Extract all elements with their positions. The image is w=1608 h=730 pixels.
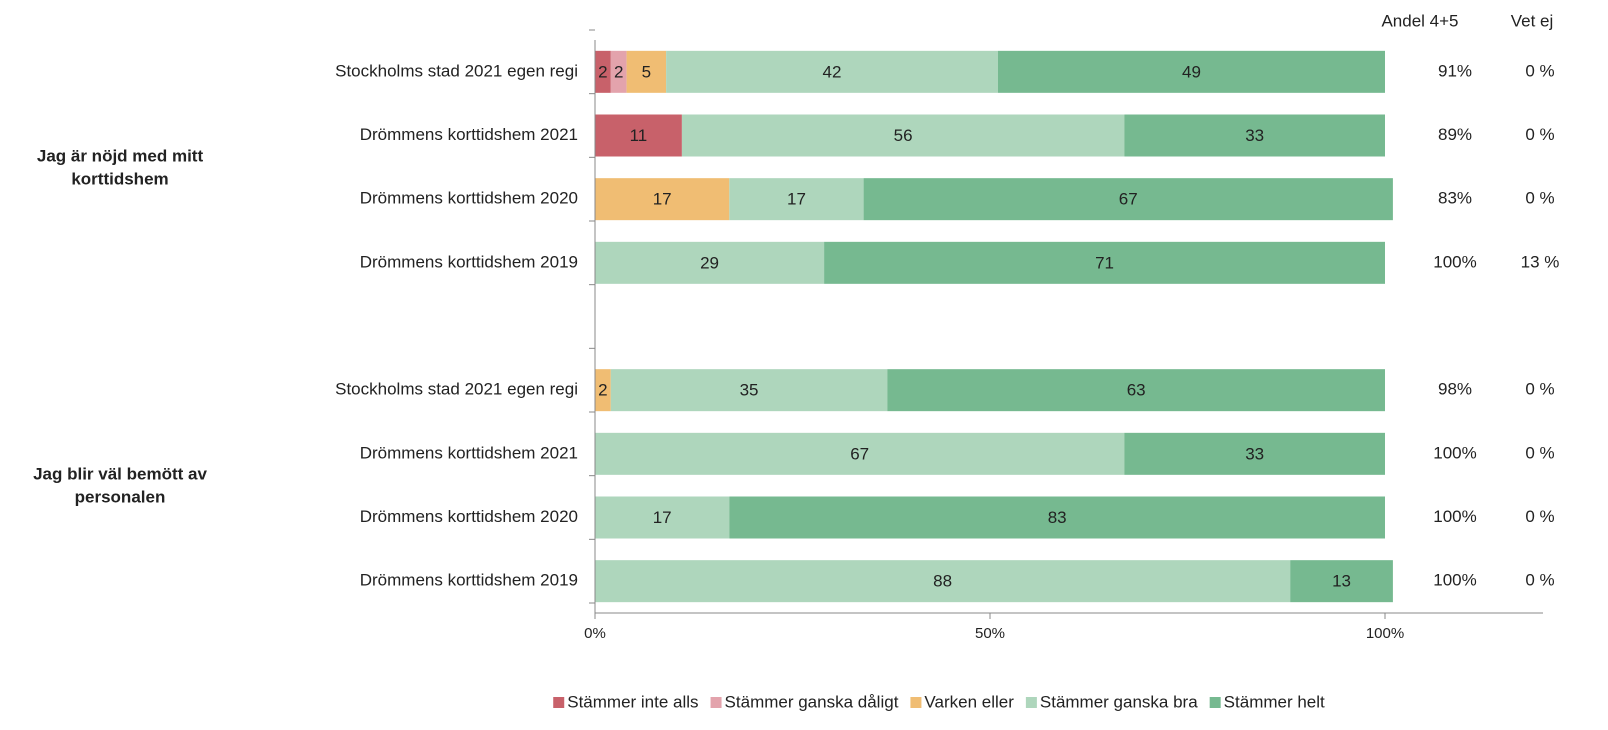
bar-segment	[863, 178, 1393, 221]
data-label: 17	[787, 190, 806, 209]
data-label: 2	[598, 381, 607, 400]
data-label: 29	[700, 253, 719, 272]
bar-segment	[666, 50, 998, 93]
data-label: 88	[933, 572, 952, 591]
data-label: 83	[1048, 508, 1067, 527]
column-value: 98%	[1438, 380, 1472, 399]
legend-label: Stämmer helt	[1224, 692, 1325, 711]
bar-segment	[595, 50, 611, 93]
bar-segment	[610, 369, 888, 412]
category-label: Drömmens korttidshem 2019	[360, 252, 578, 271]
bar-segment	[729, 496, 1385, 539]
bar-segment	[824, 241, 1385, 284]
category-label: Drömmens korttidshem 2019	[360, 571, 578, 590]
legend-label: Stämmer ganska bra	[1040, 692, 1198, 711]
group-label-line: korttidshem	[71, 170, 168, 189]
bar-segment	[610, 50, 627, 93]
data-label: 17	[653, 190, 672, 209]
bar-segment	[595, 114, 682, 157]
column-value: 100%	[1433, 571, 1476, 590]
column-value: 0 %	[1525, 571, 1554, 590]
category-label: Drömmens korttidshem 2021	[360, 125, 578, 144]
bar-segment	[595, 178, 730, 221]
data-label: 5	[642, 62, 651, 81]
bar-segment	[729, 178, 864, 221]
group-label-line: Jag blir väl bemött av	[33, 465, 207, 484]
x-tick-label: 0%	[584, 625, 606, 642]
bar-segment	[595, 432, 1125, 475]
legend-label: Stämmer ganska dåligt	[725, 692, 899, 711]
x-tick-label: 100%	[1366, 625, 1404, 642]
column-header: Vet ej	[1511, 11, 1554, 30]
column-value: 0 %	[1525, 443, 1554, 462]
legend-label: Stämmer inte alls	[567, 692, 698, 711]
bar-segment	[1124, 432, 1385, 475]
bar-segment	[595, 369, 611, 412]
bar-segment	[1124, 114, 1385, 157]
bar-segment	[595, 241, 825, 284]
column-value: 0 %	[1525, 125, 1554, 144]
column-value: 13 %	[1521, 252, 1560, 271]
column-value: 83%	[1438, 189, 1472, 208]
data-label: 2	[598, 62, 607, 81]
data-label: 49	[1182, 62, 1201, 81]
column-value: 89%	[1438, 125, 1472, 144]
legend: Stämmer inte alls Stämmer ganska dåligt Va…	[553, 692, 1325, 711]
category-label: Drömmens korttidshem 2020	[360, 189, 578, 208]
group-label-line: personalen	[75, 488, 166, 507]
legend-swatch	[1209, 697, 1221, 708]
bar-segment	[1290, 560, 1393, 603]
bar-segment	[681, 114, 1125, 157]
data-label: 67	[850, 444, 869, 463]
group-label: Jag blir väl bemött av personalen	[33, 465, 207, 507]
column-value: 0 %	[1525, 61, 1554, 80]
data-label: 17	[653, 508, 672, 527]
column-value: 0 %	[1525, 507, 1554, 526]
column-value: 0 %	[1525, 189, 1554, 208]
data-label: 63	[1127, 381, 1146, 400]
category-label: Drömmens korttidshem 2020	[360, 507, 578, 526]
category-label: Stockholms stad 2021 egen regi	[335, 380, 578, 399]
bar-segment	[997, 50, 1385, 93]
data-label: 71	[1095, 253, 1114, 272]
bar-segment	[887, 369, 1385, 412]
legend-swatch	[553, 697, 565, 708]
category-label: Drömmens korttidshem 2021	[360, 443, 578, 462]
data-label: 13	[1332, 572, 1351, 591]
column-value: 100%	[1433, 252, 1476, 271]
legend-swatch	[710, 697, 722, 708]
bar-segment	[595, 496, 730, 539]
data-label: 33	[1245, 444, 1264, 463]
bar-segment	[595, 560, 1291, 603]
bar-segment	[626, 50, 667, 93]
group-label-line: Jag är nöjd med mitt	[37, 147, 204, 166]
column-value: 0 %	[1525, 380, 1554, 399]
category-label: Stockholms stad 2021 egen regi	[335, 61, 578, 80]
data-label: 56	[894, 126, 913, 145]
column-value: 91%	[1438, 61, 1472, 80]
x-tick-label: 50%	[975, 625, 1005, 642]
column-value: 100%	[1433, 507, 1476, 526]
data-label: 42	[823, 62, 842, 81]
legend-swatch	[910, 697, 922, 708]
column-value: 100%	[1433, 443, 1476, 462]
data-label: 2	[614, 62, 623, 81]
legend-swatch	[1025, 697, 1037, 708]
data-label: 11	[630, 126, 648, 145]
legend-label: Varken eller	[924, 692, 1014, 711]
column-header: Andel 4+5	[1381, 11, 1458, 30]
data-label: 67	[1119, 190, 1138, 209]
data-label: 33	[1245, 126, 1264, 145]
group-label: Jag är nöjd med mitt korttidshem	[37, 147, 204, 189]
data-label: 35	[740, 381, 759, 400]
